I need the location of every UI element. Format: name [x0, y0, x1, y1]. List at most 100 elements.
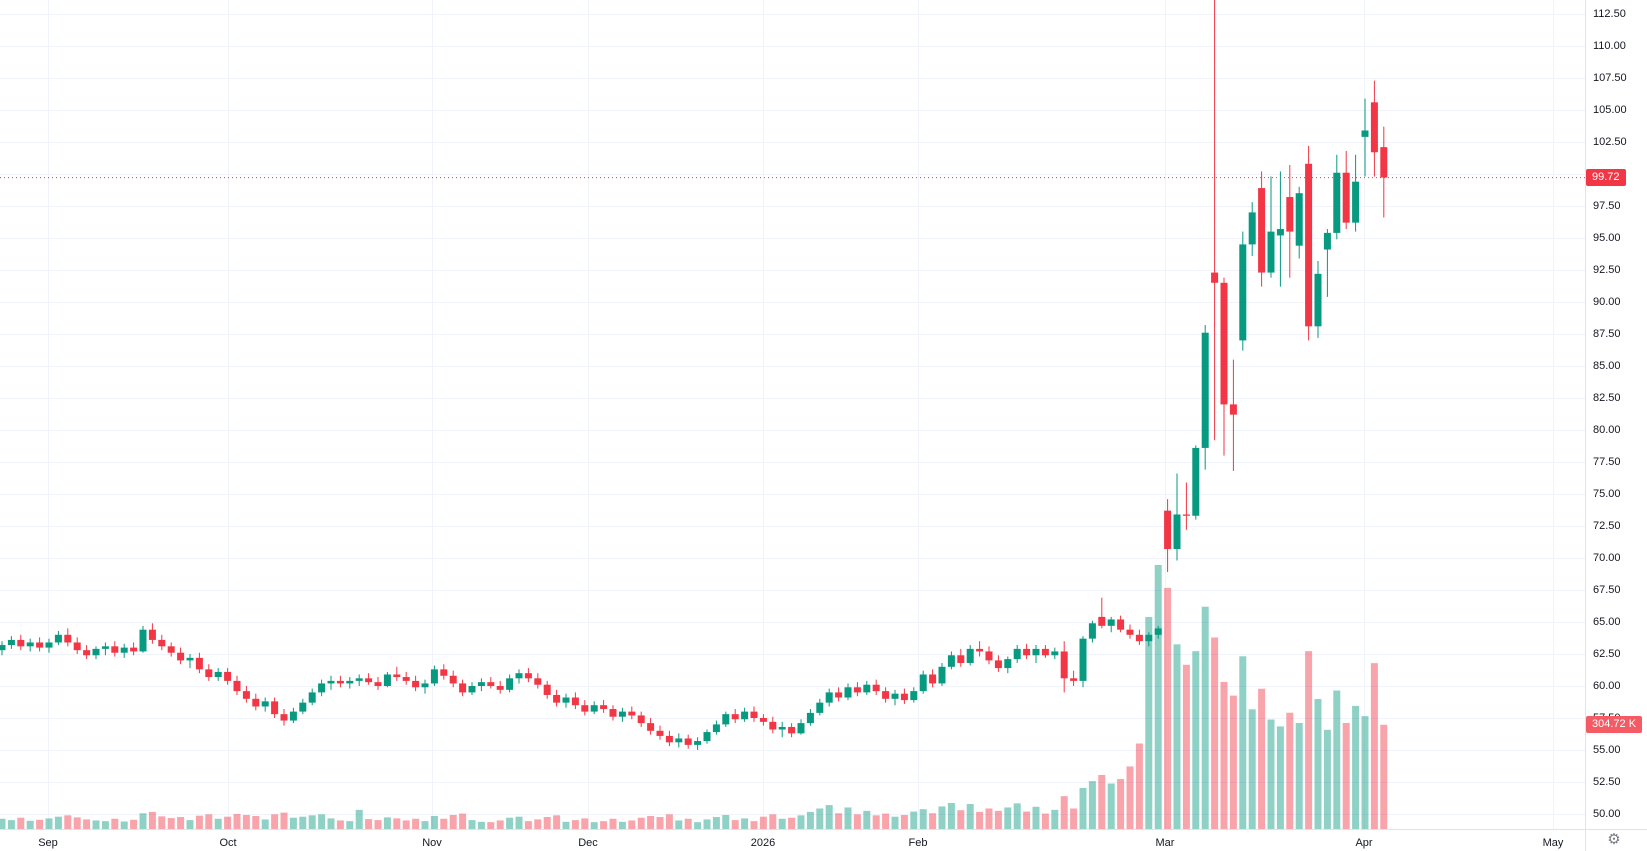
time-axis-label: May: [1542, 837, 1564, 849]
price-tick-label: 107.50: [1593, 72, 1627, 84]
candle-body: [64, 634, 72, 643]
time-axis[interactable]: Sep Oct Nov Dec 2026 Feb Mar Apr May: [0, 829, 1647, 851]
candle-body: [910, 691, 918, 701]
candle-body: [1154, 628, 1162, 635]
candle-body: [891, 693, 899, 699]
candle-body: [233, 680, 241, 692]
candle-body: [412, 680, 420, 688]
candle-body: [929, 674, 937, 684]
volume-bar: [985, 808, 993, 829]
volume-bar: [929, 813, 937, 829]
volume-bar: [101, 821, 109, 829]
candle-body: [167, 646, 175, 653]
volume-bar: [628, 820, 636, 829]
volume-bar: [712, 817, 720, 829]
candle-body: [1070, 678, 1078, 681]
candle-body: [1229, 404, 1237, 415]
candle-body: [656, 730, 664, 736]
price-tick-label: 105.00: [1593, 104, 1627, 116]
volume-bar: [900, 814, 908, 829]
volume-bar: [365, 819, 373, 829]
volume-bar: [1267, 719, 1275, 829]
time-axis-label: Mar: [1155, 837, 1175, 849]
price-tick-label: 92.50: [1593, 264, 1621, 276]
candle-body: [214, 671, 222, 678]
candle-body: [741, 711, 749, 720]
candle-body: [158, 639, 166, 647]
volume-bar: [543, 817, 551, 829]
candle-body: [205, 669, 213, 678]
price-tick-label: 77.50: [1593, 456, 1621, 468]
volume-bar: [647, 816, 655, 829]
volume-bar: [1276, 726, 1284, 829]
volume-bar: [872, 815, 880, 829]
candle-body: [327, 680, 335, 684]
candle-body: [1211, 272, 1219, 283]
volume-bar: [1051, 809, 1059, 829]
volume-bar: [553, 815, 561, 829]
volume-bar: [769, 814, 777, 829]
candle-body: [1323, 232, 1331, 250]
candle-body: [806, 712, 814, 724]
volume-bar: [581, 818, 589, 829]
volume-bar: [487, 822, 495, 829]
volume-bar: [430, 816, 438, 829]
volume-bar: [45, 818, 53, 829]
price-axis[interactable]: 112.50 110.00 107.50 105.00 102.50 97.50 95.00…: [1585, 0, 1647, 851]
candle-body: [684, 738, 692, 745]
candle-body: [947, 655, 955, 667]
candle-body: [1107, 619, 1115, 626]
candle-body: [957, 655, 965, 663]
candle-body: [1192, 447, 1200, 516]
candle-body: [1126, 629, 1134, 635]
volume-bar: [468, 820, 476, 829]
volume-bar: [675, 820, 683, 829]
candle-body: [524, 673, 532, 679]
candle-body: [872, 684, 880, 692]
volume-bar: [816, 808, 824, 829]
volume-bar: [825, 805, 833, 829]
volume-bar: [64, 815, 72, 829]
volume-bar: [562, 821, 570, 829]
candle-body: [374, 682, 382, 686]
volume-bar: [214, 818, 222, 829]
volume-bar: [1361, 716, 1369, 829]
price-tick-label: 62.50: [1593, 648, 1621, 660]
volume-bar: [1173, 644, 1181, 829]
price-tick-label: 87.50: [1593, 328, 1621, 340]
volume-bar: [393, 818, 401, 829]
price-tick-label: 65.00: [1593, 616, 1621, 628]
candle-body: [1361, 130, 1369, 137]
volume-bar: [92, 820, 100, 829]
candle-body: [271, 701, 279, 715]
price-tick-label: 102.50: [1593, 136, 1627, 148]
candle-body: [1380, 147, 1388, 178]
candle-body: [318, 683, 326, 693]
candle-body: [609, 709, 617, 717]
candle-body: [825, 692, 833, 703]
price-tick-label: 72.50: [1593, 520, 1621, 532]
candle-body: [976, 648, 984, 652]
volume-bar: [0, 818, 6, 829]
candle-body: [92, 648, 100, 656]
candle-body: [1342, 172, 1350, 223]
candle-body: [1333, 172, 1341, 233]
candle-body: [0, 645, 6, 651]
candle-body: [487, 682, 495, 686]
candle-body: [1079, 638, 1087, 681]
volume-bar: [1258, 688, 1266, 829]
candle-body: [863, 684, 871, 693]
time-axis-settings-gear-icon[interactable]: ⚙: [1607, 831, 1621, 848]
time-axis-label: Sep: [38, 837, 58, 849]
volume-bar: [1220, 681, 1228, 829]
volume-bar: [1211, 637, 1219, 829]
volume-bar: [534, 819, 542, 829]
volume-bar: [1004, 807, 1012, 829]
volume-bar: [477, 821, 485, 829]
volume-bar: [1079, 787, 1087, 829]
volume-bar: [280, 812, 288, 829]
candle-body: [430, 669, 438, 684]
volume-bar: [524, 821, 532, 829]
volume-bar: [120, 821, 128, 829]
